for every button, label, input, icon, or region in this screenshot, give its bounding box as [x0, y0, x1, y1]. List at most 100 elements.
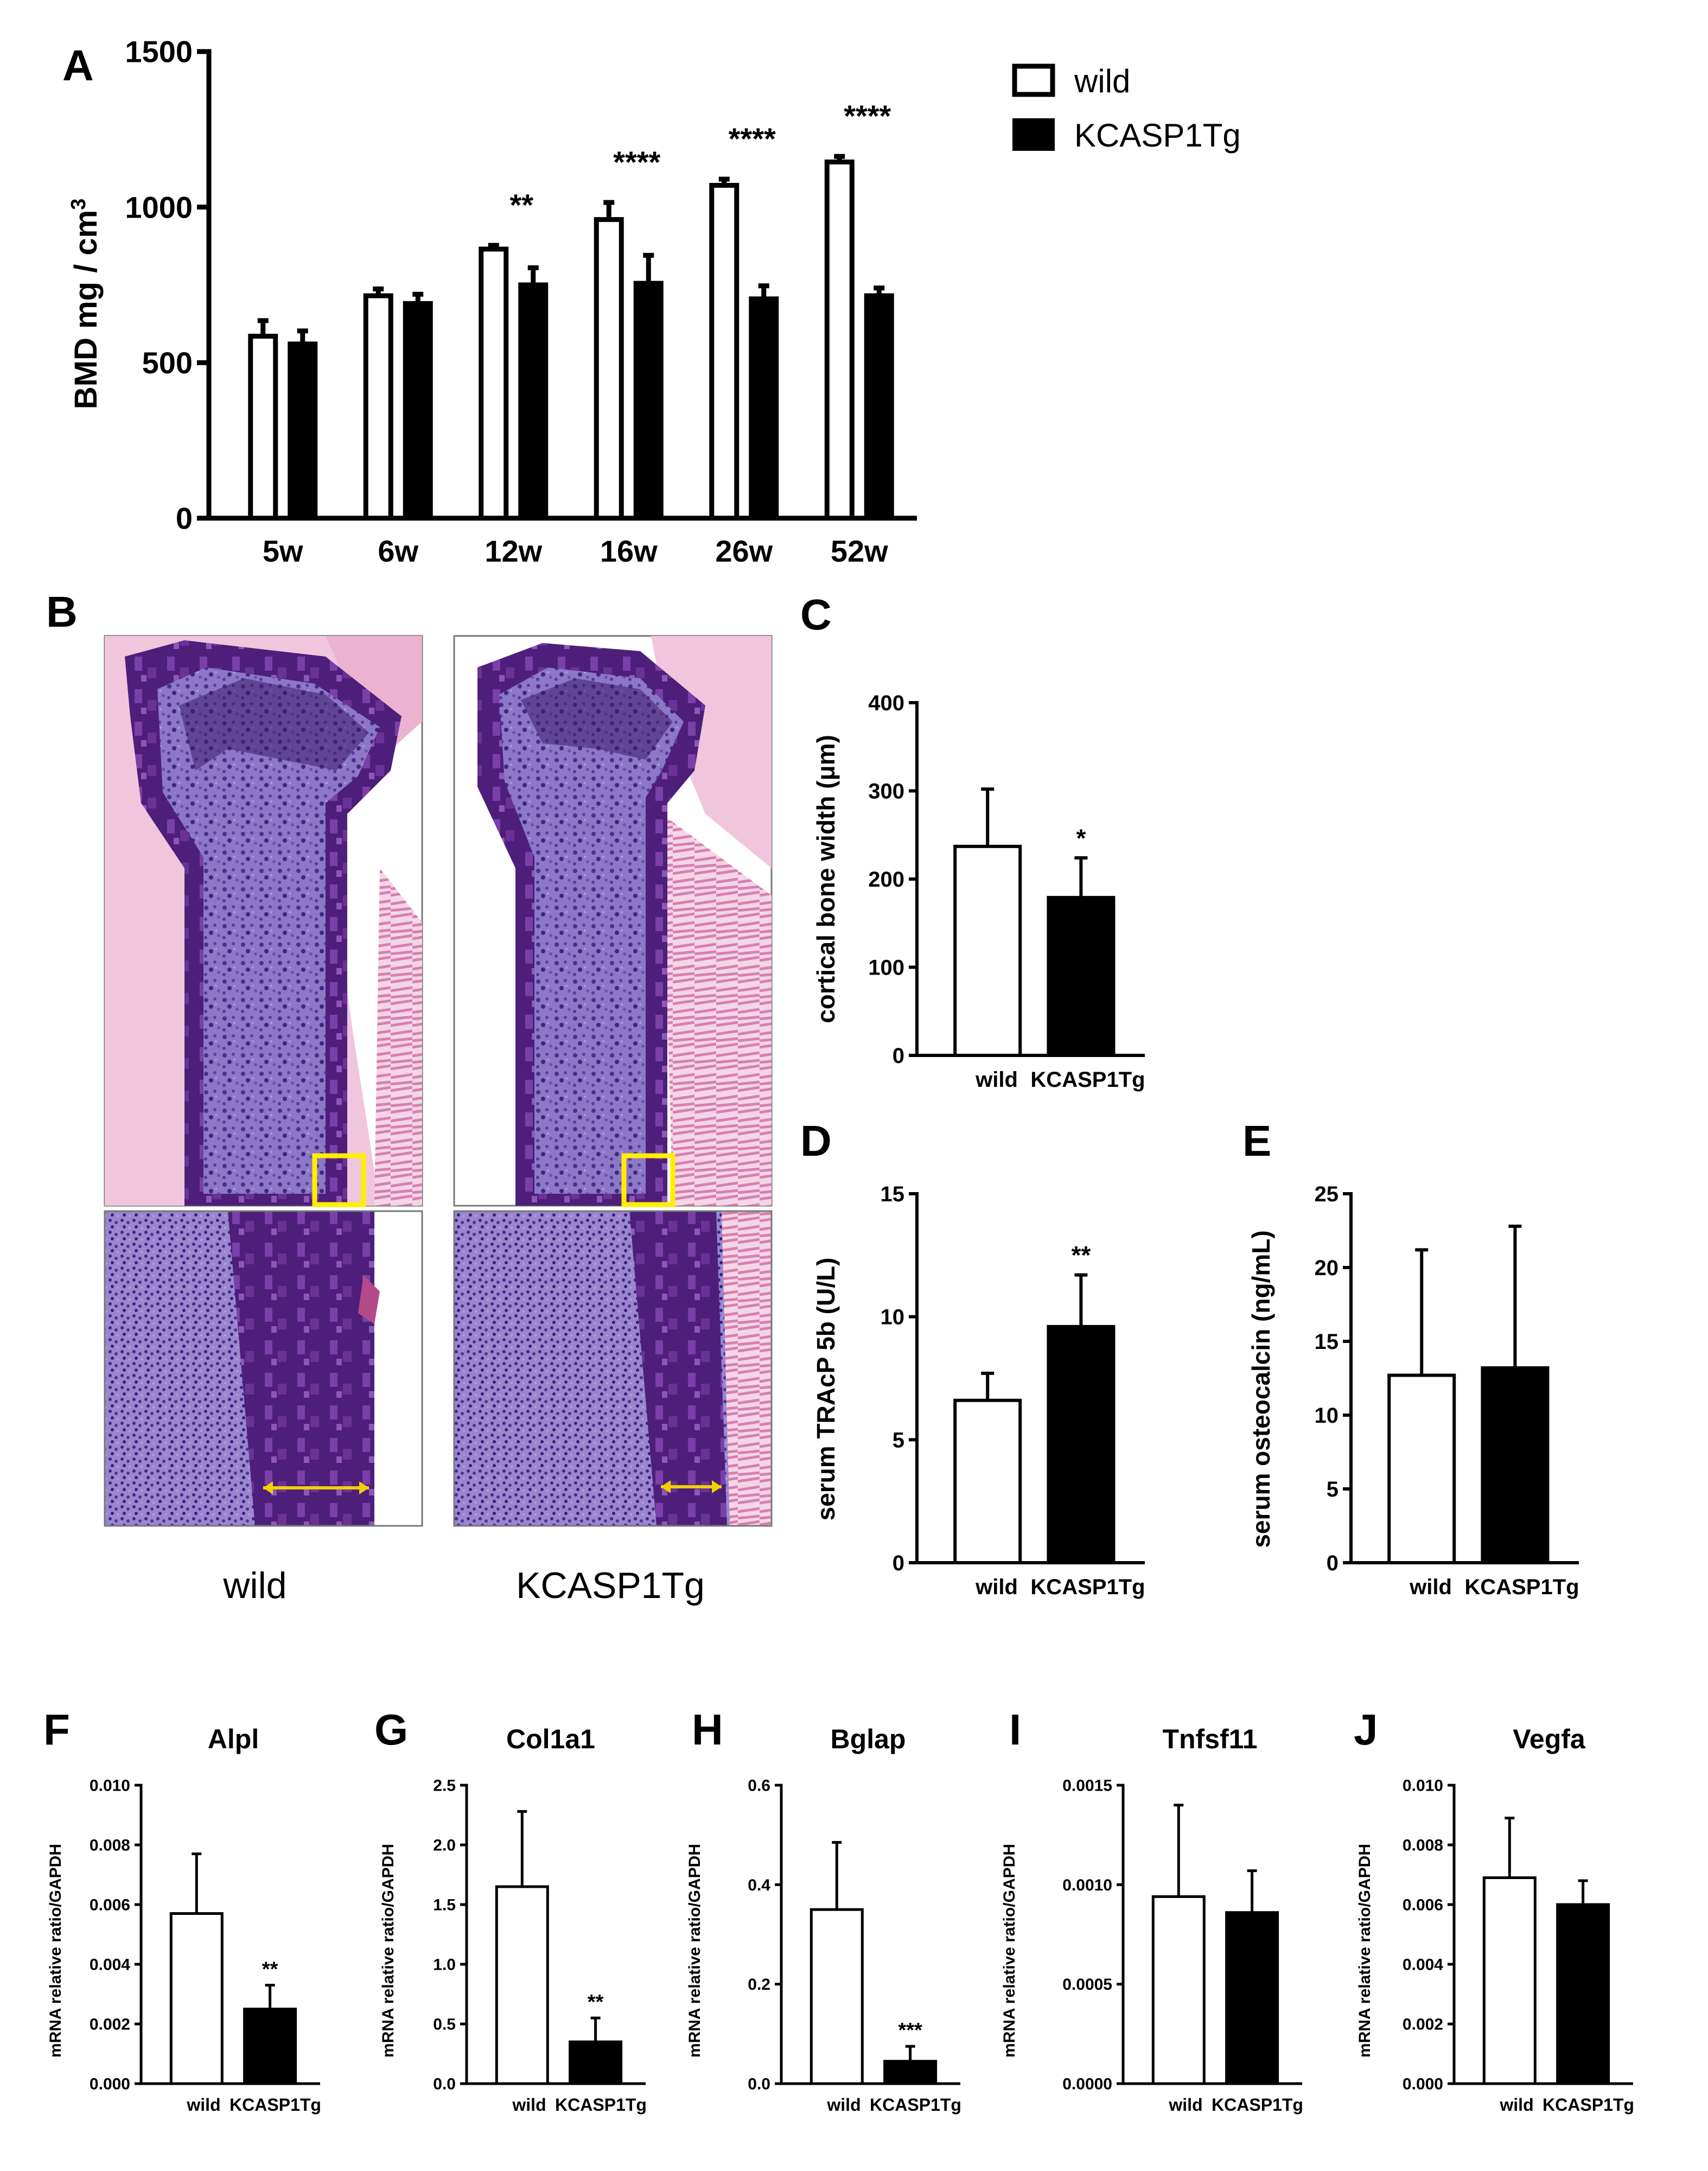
panel-e-y-tick-label: 10 [1315, 1404, 1339, 1428]
panel-a-y-axis-label: BMD mg / cm [68, 210, 104, 409]
panel-h-y-tick-label: 0.4 [748, 1876, 770, 1894]
panel-h-bar-kcasp1tg [883, 2060, 938, 2084]
panel-e-y-tick-label: 5 [1327, 1478, 1339, 1501]
panel-i-y-axis-title: mRNA relative ratio/GAPDH [1000, 1844, 1018, 2058]
panel-j-y-tick-label: 0.000 [1403, 2075, 1443, 2093]
panel-letter-f: F [43, 1705, 70, 1754]
panel-i-bar-wild [1151, 1895, 1206, 2085]
panel-c-y-tick-label: 200 [868, 868, 904, 892]
panel-f-y-tick-label: 0.000 [90, 2075, 130, 2093]
panel-a-category-label: 26w [715, 534, 773, 568]
panel-i-tnfsf11-chart: I Tnfsf11 mRNA relative ratio/GAPDH 0.00… [1000, 1705, 1303, 2115]
panel-d-y-axis-title: serum TRAcP 5b (U/L) [812, 1258, 840, 1521]
panel-e-y-tick-label: 20 [1315, 1256, 1339, 1280]
panel-c-significance-label: * [1076, 824, 1086, 852]
panel-f-y-tick-label: 0.004 [90, 1956, 130, 1974]
panel-c-y-tick-label: 400 [868, 691, 904, 715]
panel-letter-i: I [1009, 1705, 1021, 1754]
panel-a-significance-label: ** [509, 188, 533, 222]
panel-d-y-tick-label: 15 [881, 1182, 905, 1206]
panel-j-title: Vegfa [1513, 1724, 1586, 1754]
panel-g-category-label-kcasp1tg: KCASP1Tg [555, 2095, 647, 2115]
panel-a-y-axis-superscript: 3 [67, 199, 90, 210]
histology-wild-zoom [104, 1210, 423, 1527]
panel-c-y-axis-title: cortical bone width (μm) [812, 735, 840, 1023]
legend-label-kcasp1tg: KCASP1Tg [1074, 117, 1241, 154]
panel-h-y-axis-title: mRNA relative ratio/GAPDH [686, 1844, 704, 2058]
panel-j-bar-kcasp1tg [1556, 1903, 1610, 2084]
panel-a-category-label: 6w [378, 534, 418, 568]
panel-a-significance-label: **** [729, 122, 776, 156]
panel-d-y-tick-label: 0 [893, 1551, 904, 1575]
panel-a-bar-kcasp1tg [518, 282, 549, 518]
panel-h-title: Bglap [831, 1724, 906, 1754]
panel-a-bar-wild [709, 183, 740, 521]
panel-h-bar-wild [810, 1908, 864, 2085]
histology-kcasp1tg-highlight-box [621, 1153, 675, 1207]
panel-g-y-tick-label: 1.0 [433, 1956, 456, 1974]
histology-kcasp1tg-overview [453, 635, 773, 1207]
panel-j-vegfa-chart: J Vegfa mRNA relative ratio/GAPDH 0.000 0… [1354, 1705, 1634, 2115]
panel-d-plot-area: 0 5 10 15 wild KCASP1Tg ** [881, 1182, 1145, 1599]
panel-i-bar-kcasp1tg [1225, 1911, 1279, 2084]
panel-d-bar-wild [953, 1398, 1022, 1565]
histology-wild-overview [104, 635, 423, 1207]
panel-a-significance-label: **** [613, 145, 660, 179]
panel-f-y-tick-label: 0.006 [90, 1896, 130, 1914]
panel-j-y-tick-label: 0.008 [1403, 1837, 1443, 1855]
panel-j-category-label-wild: wild [1499, 2095, 1533, 2115]
panel-g-col1a1-chart: G Col1a1 mRNA relative ratio/GAPDH 0.00.… [374, 1705, 647, 2115]
panel-g-significance-label: ** [588, 1991, 604, 2014]
panel-e-y-tick-label: 0 [1327, 1551, 1339, 1575]
panel-d-category-label-kcasp1tg: KCASP1Tg [1030, 1575, 1145, 1599]
panel-f-significance-label: ** [262, 1958, 278, 1981]
histology-label-wild: wild [222, 1565, 286, 1606]
panel-a-bmd-chart: A BMD mg / cm3 0 500 1000 1500 5w 6w 12w ** 16w *… [62, 35, 1241, 568]
panel-i-y-tick-label: 0.0000 [1062, 2075, 1112, 2093]
panel-a-significance-label: **** [844, 99, 891, 133]
panel-a-category-label: 5w [263, 534, 303, 568]
panel-letter-j: J [1354, 1705, 1378, 1754]
panel-f-y-axis-title: mRNA relative ratio/GAPDH [47, 1844, 65, 2058]
panel-c-bar-wild [953, 844, 1022, 1057]
panel-a-bar-wild [479, 246, 509, 521]
panel-h-bglap-chart: H Bglap mRNA relative ratio/GAPDH 0.0 0.2… [686, 1705, 961, 2115]
panel-d-category-label-wild: wild [975, 1575, 1018, 1599]
panel-g-y-tick-label: 0.5 [433, 2016, 456, 2034]
panel-j-y-tick-label: 0.010 [1403, 1777, 1443, 1795]
panel-e-plot-area: 0 5 10 15 20 25 wild KCASP1Tg [1315, 1182, 1579, 1599]
panel-f-bar-kcasp1tg [243, 2008, 297, 2084]
panel-g-y-tick-label: 0.0 [433, 2075, 456, 2093]
panel-h-significance-label: *** [898, 2019, 922, 2042]
panel-i-y-tick-label: 0.0005 [1062, 1976, 1112, 1994]
legend: wild KCASP1Tg [1012, 63, 1241, 154]
panel-j-y-tick-label: 0.002 [1403, 2016, 1443, 2034]
panel-c-category-label-kcasp1tg: KCASP1Tg [1030, 1068, 1145, 1092]
panel-a-category-label: 12w [485, 534, 542, 568]
panel-i-title: Tnfsf11 [1162, 1724, 1257, 1754]
legend-swatch-wild [1012, 63, 1055, 97]
panel-j-bar-wild [1482, 1876, 1537, 2085]
panel-g-bar-kcasp1tg [569, 2040, 623, 2084]
panel-a-y-tick-label: 1500 [125, 35, 193, 69]
panel-g-title: Col1a1 [506, 1724, 595, 1754]
panel-j-y-axis-title: mRNA relative ratio/GAPDH [1356, 1844, 1374, 2058]
panel-g-bar-wild [495, 1885, 549, 2085]
panel-i-y-tick-label: 0.0010 [1062, 1876, 1112, 1894]
panel-a-bar-wild [824, 160, 855, 521]
panel-letter-e: E [1242, 1117, 1271, 1165]
panel-e-y-tick-label: 25 [1315, 1182, 1339, 1206]
panel-d-y-tick-label: 10 [881, 1306, 905, 1329]
panel-g-plot-area: 0.0 0.5 1.0 1.5 2.0 2.5 wild KCASP1Tg ** [433, 1777, 647, 2115]
panel-letter-g: G [374, 1705, 408, 1754]
panel-f-bar-wild [169, 1912, 224, 2085]
panel-e-bar-kcasp1tg [1481, 1366, 1550, 1563]
panel-j-y-tick-label: 0.004 [1403, 1956, 1443, 1974]
panel-c-category-label-wild: wild [975, 1068, 1018, 1092]
panel-f-title: Alpl [208, 1724, 259, 1754]
panel-f-category-label-wild: wild [186, 2095, 220, 2115]
panel-j-plot-area: 0.000 0.002 0.004 0.006 0.008 0.010 wild KCASP1… [1403, 1777, 1634, 2115]
panel-b-histology: B [46, 588, 773, 1606]
panel-a-bar-wild [594, 217, 624, 521]
panel-a-bar-wild [363, 293, 393, 521]
